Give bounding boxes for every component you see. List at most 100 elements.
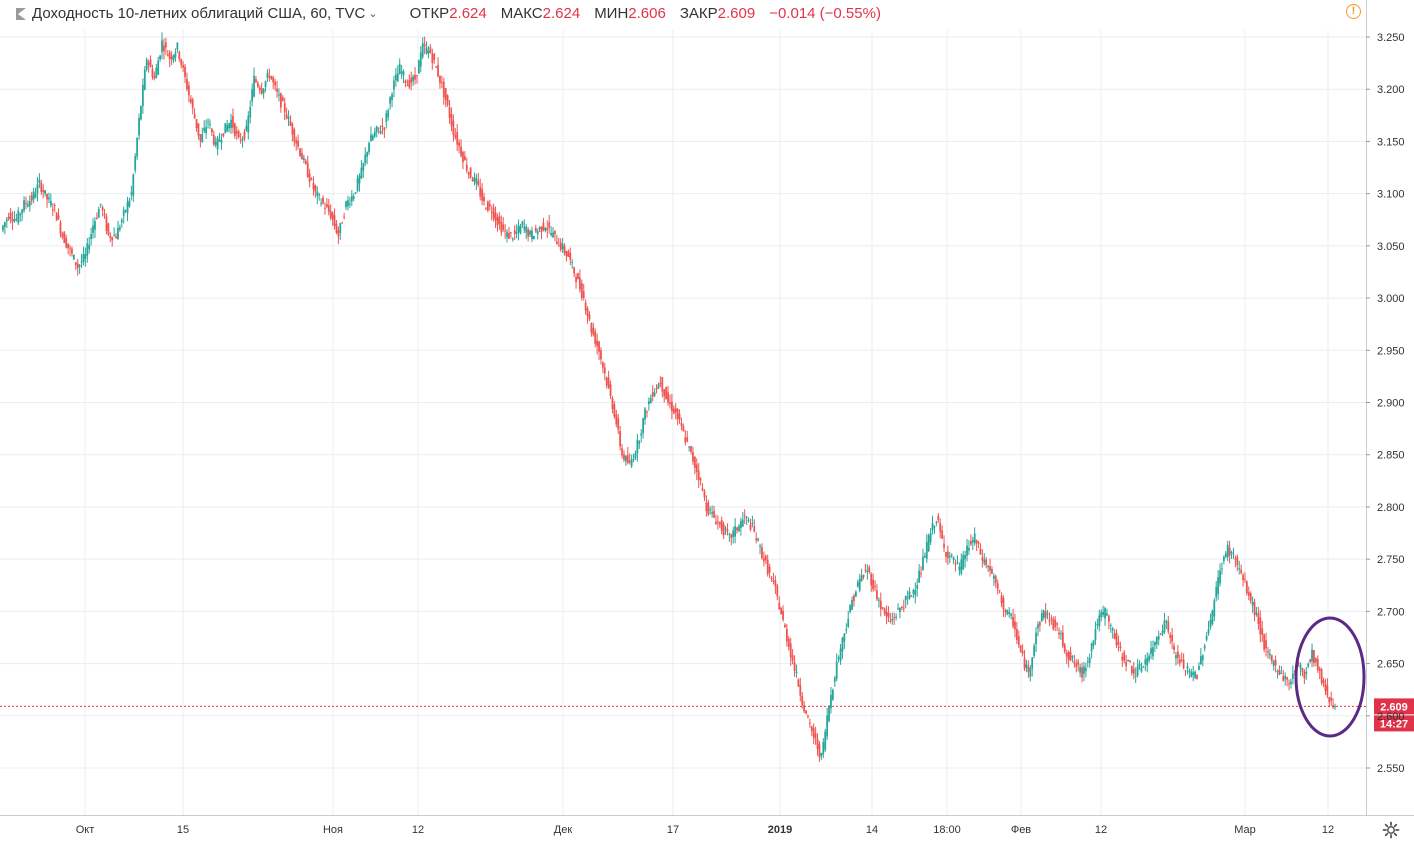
candle-body xyxy=(270,76,273,79)
candle-body xyxy=(161,40,163,53)
candle-body xyxy=(577,273,579,280)
candle-body xyxy=(364,154,367,164)
candle-body xyxy=(11,219,14,222)
candle-body xyxy=(1069,651,1072,661)
candle-body xyxy=(1255,612,1258,615)
candle-body xyxy=(799,684,802,696)
candle-body xyxy=(661,377,664,392)
x-tick-label: 12 xyxy=(1095,824,1107,836)
candle-body xyxy=(835,661,838,679)
candle-body xyxy=(613,404,616,417)
candle-body xyxy=(1230,552,1233,554)
candle-body xyxy=(853,595,855,601)
candle-body xyxy=(1286,677,1289,680)
candle-body xyxy=(471,179,474,182)
candle-body xyxy=(7,216,10,219)
candle-body xyxy=(105,216,108,231)
candle-body xyxy=(778,603,781,610)
warning-icon[interactable]: ! xyxy=(1346,4,1361,19)
candle-body xyxy=(189,98,192,103)
candle-body xyxy=(304,160,307,164)
candle-body xyxy=(191,99,194,109)
candle-body xyxy=(960,559,963,574)
candle-body xyxy=(506,232,508,238)
candle-body xyxy=(435,66,438,68)
candle-body xyxy=(291,123,294,135)
candle-body xyxy=(732,530,735,538)
candle-body xyxy=(634,453,637,459)
candle-body xyxy=(1083,666,1085,674)
y-tick-label: 2.650 xyxy=(1377,659,1405,671)
candle-body xyxy=(49,201,52,206)
candle-body xyxy=(335,223,338,233)
candle-body xyxy=(709,509,712,511)
candle-body xyxy=(841,637,844,652)
candle-body xyxy=(113,234,116,236)
candle-body xyxy=(1161,630,1164,634)
candle-body xyxy=(918,570,921,583)
candle-body xyxy=(536,231,539,235)
candle-body xyxy=(665,387,668,400)
candle-body xyxy=(433,53,436,60)
candle-body xyxy=(864,569,867,571)
candle-body xyxy=(1196,675,1198,679)
candle-body xyxy=(483,196,485,202)
candle-body xyxy=(724,528,727,530)
candle-body xyxy=(925,541,928,559)
candle-body xyxy=(1138,663,1141,667)
candle-body xyxy=(1035,632,1037,645)
close-value: 2.609 xyxy=(717,4,756,22)
candle-body xyxy=(956,562,959,564)
candle-body xyxy=(1125,661,1128,667)
candle-body xyxy=(962,555,965,570)
candle-body xyxy=(975,540,978,544)
candle-body xyxy=(1251,601,1254,606)
candle-body xyxy=(914,590,917,596)
candle-body xyxy=(1042,610,1045,618)
chevron-down-icon[interactable]: ⌄ xyxy=(368,7,378,20)
candle-body xyxy=(843,633,846,642)
candle-body xyxy=(266,72,269,78)
candle-body xyxy=(74,262,77,265)
gear-icon[interactable] xyxy=(1382,821,1400,839)
candle-body xyxy=(1127,659,1129,662)
candle-body xyxy=(1171,635,1174,642)
candle-body xyxy=(34,193,37,198)
candle-body xyxy=(923,555,926,558)
candle-body xyxy=(636,439,639,454)
candle-body xyxy=(630,459,633,467)
candle-body xyxy=(262,88,265,94)
candle-body xyxy=(333,215,336,226)
candle-body xyxy=(615,414,618,425)
x-axis: Окт 15 Ноя 12 Дек 17 2019 14 18:00 Фев 12 Мар 12 xyxy=(76,824,1334,836)
candle-body xyxy=(256,82,259,87)
candle-body xyxy=(768,566,771,573)
candle-body xyxy=(1313,650,1315,664)
candle-body xyxy=(1142,666,1145,668)
candle-body xyxy=(352,196,355,200)
candle-body xyxy=(550,232,553,236)
candle-body xyxy=(289,120,292,126)
candle-body xyxy=(235,130,238,134)
candle-body xyxy=(1012,616,1014,627)
candle-body xyxy=(327,205,330,212)
candle-body xyxy=(318,194,321,196)
candle-body xyxy=(253,75,255,97)
candle-body xyxy=(314,185,317,192)
candle-body xyxy=(107,223,110,235)
x-tick-label: Мар xyxy=(1234,824,1256,836)
candle-body xyxy=(1157,636,1160,640)
candle-body xyxy=(580,283,583,299)
candle-body xyxy=(1061,632,1064,647)
candle-body xyxy=(1261,628,1264,635)
candle-body xyxy=(1324,684,1327,691)
candle-body xyxy=(573,267,576,274)
candle-body xyxy=(427,50,430,54)
symbol-title[interactable]: Доходность 10-летних облигаций США, 60, … xyxy=(32,4,366,22)
candle-body xyxy=(1129,660,1131,663)
candle-body xyxy=(212,134,215,145)
candle-body xyxy=(1232,553,1235,555)
candle-body xyxy=(1270,655,1273,662)
